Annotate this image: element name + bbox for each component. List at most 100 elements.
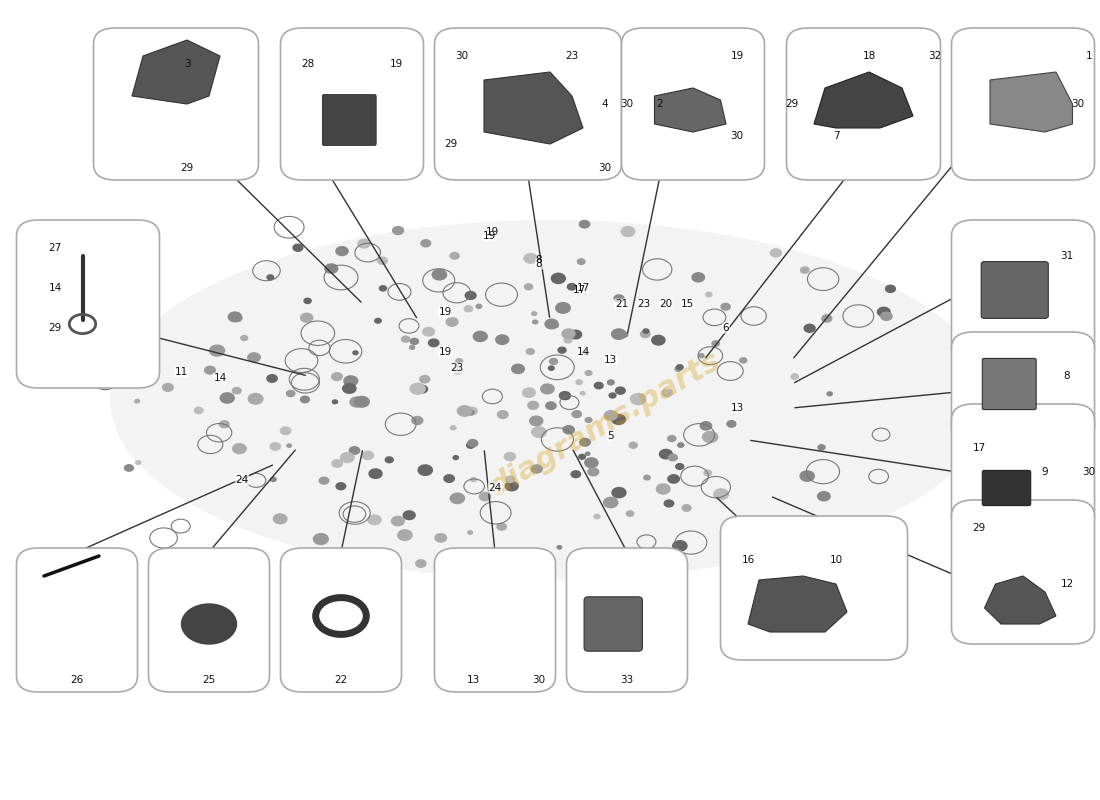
Circle shape [287,444,292,447]
Circle shape [410,338,418,344]
Circle shape [531,427,547,438]
Circle shape [422,327,435,336]
Circle shape [556,302,570,313]
Circle shape [496,335,508,344]
Text: 30: 30 [1071,99,1085,109]
Text: 9: 9 [1042,467,1048,477]
Circle shape [585,458,598,467]
Circle shape [293,244,303,251]
Circle shape [473,331,487,342]
Circle shape [612,329,626,339]
Circle shape [594,514,600,518]
Circle shape [499,411,506,416]
Circle shape [319,477,329,484]
Circle shape [434,534,447,542]
Circle shape [692,273,704,282]
FancyBboxPatch shape [566,548,688,692]
Circle shape [455,358,463,363]
Text: 8: 8 [536,255,542,265]
Circle shape [344,376,358,386]
Circle shape [377,257,387,264]
Circle shape [516,562,524,567]
Circle shape [722,303,730,310]
FancyBboxPatch shape [720,516,907,660]
FancyBboxPatch shape [94,28,258,180]
Circle shape [504,453,516,461]
Circle shape [818,445,825,450]
Circle shape [354,397,370,407]
Circle shape [881,312,892,320]
Text: 3: 3 [184,59,190,69]
Circle shape [644,475,650,480]
Circle shape [886,286,895,293]
Circle shape [706,292,712,297]
Circle shape [271,442,281,450]
Circle shape [568,283,576,290]
Circle shape [544,319,558,329]
Circle shape [664,500,673,507]
Circle shape [350,446,360,454]
Circle shape [232,387,241,394]
Circle shape [813,550,824,559]
Polygon shape [132,40,220,104]
FancyBboxPatch shape [434,28,621,180]
Text: 23: 23 [637,299,650,309]
FancyBboxPatch shape [952,500,1094,644]
Text: 30: 30 [620,99,634,109]
FancyBboxPatch shape [952,220,1094,364]
Circle shape [450,426,456,430]
Ellipse shape [110,220,990,580]
Circle shape [416,560,426,567]
Circle shape [337,482,345,490]
Circle shape [163,383,173,391]
Text: 27: 27 [48,243,62,253]
Circle shape [550,358,558,364]
Text: 32: 32 [928,51,942,61]
Circle shape [410,383,426,394]
Circle shape [676,365,683,370]
Circle shape [714,489,728,499]
Circle shape [476,304,482,309]
Text: 19: 19 [483,231,496,241]
Circle shape [531,312,537,315]
Circle shape [580,438,591,446]
Circle shape [585,370,592,375]
Circle shape [659,450,672,459]
Circle shape [195,407,204,414]
FancyBboxPatch shape [952,28,1094,180]
Text: 19: 19 [730,51,744,61]
Circle shape [801,267,810,273]
FancyBboxPatch shape [280,28,424,180]
Text: 33: 33 [620,675,634,685]
Text: 29: 29 [180,163,194,173]
Circle shape [362,451,373,459]
Circle shape [375,318,382,323]
Circle shape [267,275,274,280]
Circle shape [343,384,356,394]
Circle shape [468,410,474,415]
FancyBboxPatch shape [981,262,1048,318]
Circle shape [800,471,814,482]
FancyBboxPatch shape [322,94,376,146]
Circle shape [417,385,428,393]
Circle shape [465,291,476,299]
Circle shape [404,511,415,519]
Circle shape [497,410,508,418]
Circle shape [704,470,712,476]
Circle shape [668,474,680,483]
Circle shape [553,324,559,327]
Circle shape [878,307,890,317]
Circle shape [791,374,799,379]
Circle shape [531,465,542,473]
FancyBboxPatch shape [16,548,138,692]
Text: 24: 24 [235,475,249,485]
Text: 30: 30 [598,163,612,173]
Circle shape [274,514,287,524]
Circle shape [740,358,747,363]
Circle shape [817,492,830,501]
Circle shape [657,484,670,494]
FancyBboxPatch shape [280,548,402,692]
Circle shape [585,452,590,455]
Circle shape [678,443,684,447]
Circle shape [512,364,525,374]
